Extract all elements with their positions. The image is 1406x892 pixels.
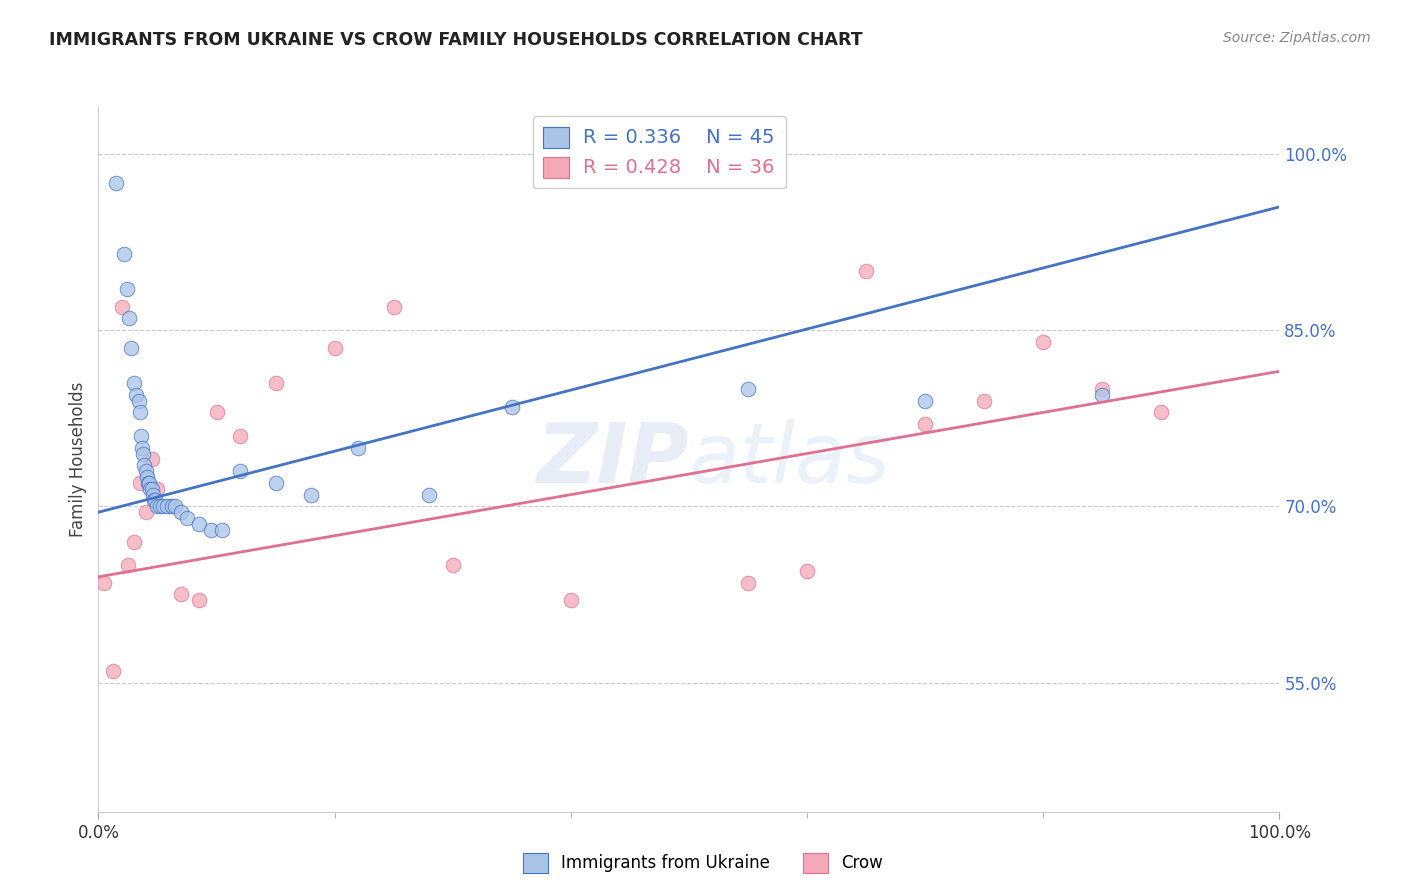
- Point: [914, 393, 936, 408]
- Point: [111, 300, 134, 314]
- Point: [323, 341, 346, 355]
- Point: [141, 452, 163, 467]
- Text: ZIP: ZIP: [536, 419, 689, 500]
- Point: [101, 664, 124, 678]
- Point: [1091, 382, 1114, 396]
- Legend: R = 0.336    N = 45, R = 0.428    N = 36: R = 0.336 N = 45, R = 0.428 N = 36: [533, 116, 786, 188]
- Point: [165, 500, 187, 514]
- Point: [264, 475, 287, 490]
- Point: [229, 464, 252, 478]
- Point: [855, 264, 877, 278]
- Point: [418, 487, 440, 501]
- Point: [132, 446, 155, 460]
- Y-axis label: Family Households: Family Households: [69, 382, 87, 537]
- Point: [134, 458, 156, 473]
- Point: [142, 487, 165, 501]
- Point: [299, 487, 322, 501]
- Point: [128, 475, 150, 490]
- Point: [122, 534, 145, 549]
- Point: [382, 300, 405, 314]
- Point: [135, 470, 157, 484]
- Point: [93, 575, 115, 590]
- Point: [1032, 334, 1054, 349]
- Point: [170, 587, 193, 601]
- Point: [737, 382, 759, 396]
- Point: [146, 500, 169, 514]
- Point: [187, 593, 209, 607]
- Point: [914, 417, 936, 432]
- Point: [501, 400, 523, 414]
- Point: [1150, 405, 1173, 419]
- Point: [135, 464, 157, 478]
- Point: [141, 482, 163, 496]
- Point: [1091, 388, 1114, 402]
- Text: atlas: atlas: [689, 419, 890, 500]
- Text: Source: ZipAtlas.com: Source: ZipAtlas.com: [1223, 31, 1371, 45]
- Point: [211, 523, 233, 537]
- Point: [143, 493, 166, 508]
- Point: [347, 441, 370, 455]
- Point: [152, 500, 174, 514]
- Point: [138, 475, 160, 490]
- Point: [139, 482, 162, 496]
- Point: [187, 516, 209, 531]
- Point: [135, 505, 157, 519]
- Point: [105, 177, 128, 191]
- Point: [170, 505, 193, 519]
- Point: [264, 376, 287, 390]
- Point: [200, 523, 222, 537]
- Point: [973, 393, 995, 408]
- Point: [112, 247, 135, 261]
- Point: [121, 341, 143, 355]
- Text: IMMIGRANTS FROM UKRAINE VS CROW FAMILY HOUSEHOLDS CORRELATION CHART: IMMIGRANTS FROM UKRAINE VS CROW FAMILY H…: [49, 31, 863, 49]
- Point: [142, 493, 165, 508]
- Point: [122, 376, 145, 390]
- Point: [176, 511, 198, 525]
- Point: [160, 500, 183, 514]
- Legend: Immigrants from Ukraine, Crow: Immigrants from Ukraine, Crow: [516, 847, 890, 880]
- Point: [146, 482, 169, 496]
- Point: [796, 564, 818, 578]
- Point: [156, 500, 179, 514]
- Point: [129, 429, 152, 443]
- Point: [125, 388, 148, 402]
- Point: [441, 558, 464, 573]
- Point: [560, 593, 582, 607]
- Point: [205, 405, 228, 419]
- Point: [149, 500, 172, 514]
- Point: [128, 393, 150, 408]
- Point: [128, 405, 150, 419]
- Point: [157, 500, 180, 514]
- Point: [118, 311, 141, 326]
- Point: [737, 575, 759, 590]
- Point: [131, 441, 153, 455]
- Point: [136, 475, 159, 490]
- Point: [117, 558, 139, 573]
- Point: [115, 282, 138, 296]
- Point: [229, 429, 252, 443]
